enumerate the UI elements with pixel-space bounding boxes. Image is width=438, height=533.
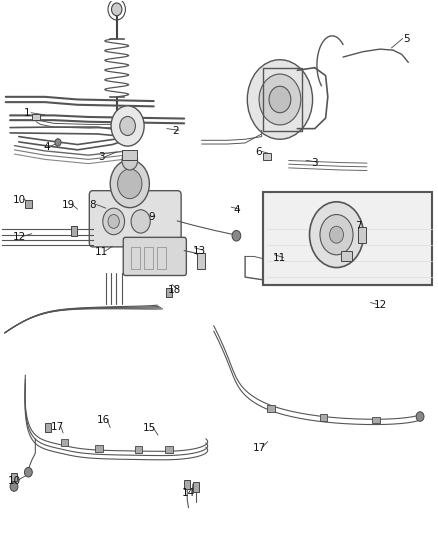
Circle shape bbox=[416, 412, 424, 421]
Bar bbox=[262, 153, 271, 160]
Bar bbox=[71, 225, 77, 236]
Text: 2: 2 bbox=[172, 126, 179, 136]
Bar bbox=[341, 251, 352, 261]
Text: 1: 1 bbox=[24, 108, 31, 118]
Circle shape bbox=[329, 226, 343, 243]
Text: 4: 4 bbox=[233, 205, 240, 215]
Bar bbox=[134, 446, 142, 453]
Circle shape bbox=[117, 169, 142, 199]
Text: 3: 3 bbox=[98, 152, 105, 162]
Circle shape bbox=[25, 467, 32, 477]
FancyBboxPatch shape bbox=[89, 191, 181, 247]
Text: 15: 15 bbox=[143, 423, 156, 433]
Bar bbox=[157, 247, 166, 269]
Circle shape bbox=[10, 482, 18, 491]
Text: 10: 10 bbox=[8, 476, 21, 486]
Text: 11: 11 bbox=[273, 253, 286, 263]
Text: 8: 8 bbox=[89, 200, 96, 210]
Text: 4: 4 bbox=[44, 142, 50, 152]
Text: 5: 5 bbox=[403, 34, 410, 44]
Circle shape bbox=[120, 116, 135, 135]
Circle shape bbox=[110, 160, 149, 208]
Circle shape bbox=[112, 3, 122, 15]
Bar bbox=[131, 247, 140, 269]
Circle shape bbox=[103, 208, 124, 235]
Text: 9: 9 bbox=[148, 212, 155, 222]
Circle shape bbox=[259, 74, 301, 125]
Bar bbox=[32, 114, 40, 119]
Circle shape bbox=[269, 86, 291, 113]
Bar bbox=[45, 423, 51, 432]
Bar bbox=[184, 480, 190, 489]
Bar bbox=[122, 150, 137, 160]
Circle shape bbox=[247, 60, 313, 139]
Text: 13: 13 bbox=[193, 246, 206, 256]
Bar bbox=[193, 482, 199, 492]
Bar bbox=[197, 253, 205, 269]
Text: 16: 16 bbox=[97, 415, 110, 425]
Bar bbox=[144, 247, 153, 269]
Bar bbox=[358, 227, 366, 243]
Circle shape bbox=[108, 215, 119, 228]
Text: 14: 14 bbox=[182, 488, 195, 498]
Text: 12: 12 bbox=[13, 232, 26, 242]
Bar bbox=[320, 414, 327, 421]
Circle shape bbox=[320, 215, 353, 255]
Text: 7: 7 bbox=[355, 221, 362, 231]
Bar bbox=[95, 445, 103, 451]
Bar bbox=[60, 439, 68, 446]
Circle shape bbox=[111, 106, 144, 146]
Bar bbox=[25, 200, 32, 208]
Circle shape bbox=[131, 210, 150, 233]
Bar bbox=[165, 446, 173, 453]
Bar bbox=[11, 473, 17, 481]
Bar bbox=[166, 288, 172, 297]
Circle shape bbox=[310, 202, 364, 268]
Bar bbox=[262, 68, 302, 131]
Circle shape bbox=[55, 139, 61, 146]
Text: 17: 17 bbox=[50, 422, 64, 432]
Text: 19: 19 bbox=[62, 200, 75, 210]
Circle shape bbox=[232, 230, 241, 241]
Text: 10: 10 bbox=[13, 195, 26, 205]
Bar bbox=[372, 417, 380, 423]
Text: 18: 18 bbox=[168, 285, 181, 295]
Text: 6: 6 bbox=[255, 147, 261, 157]
FancyBboxPatch shape bbox=[123, 237, 186, 276]
Text: 3: 3 bbox=[311, 158, 318, 167]
Bar bbox=[267, 405, 275, 412]
Text: 12: 12 bbox=[374, 300, 387, 310]
Circle shape bbox=[122, 151, 138, 170]
Bar bbox=[262, 192, 432, 285]
Text: 17: 17 bbox=[252, 443, 266, 453]
Text: 11: 11 bbox=[95, 247, 108, 257]
